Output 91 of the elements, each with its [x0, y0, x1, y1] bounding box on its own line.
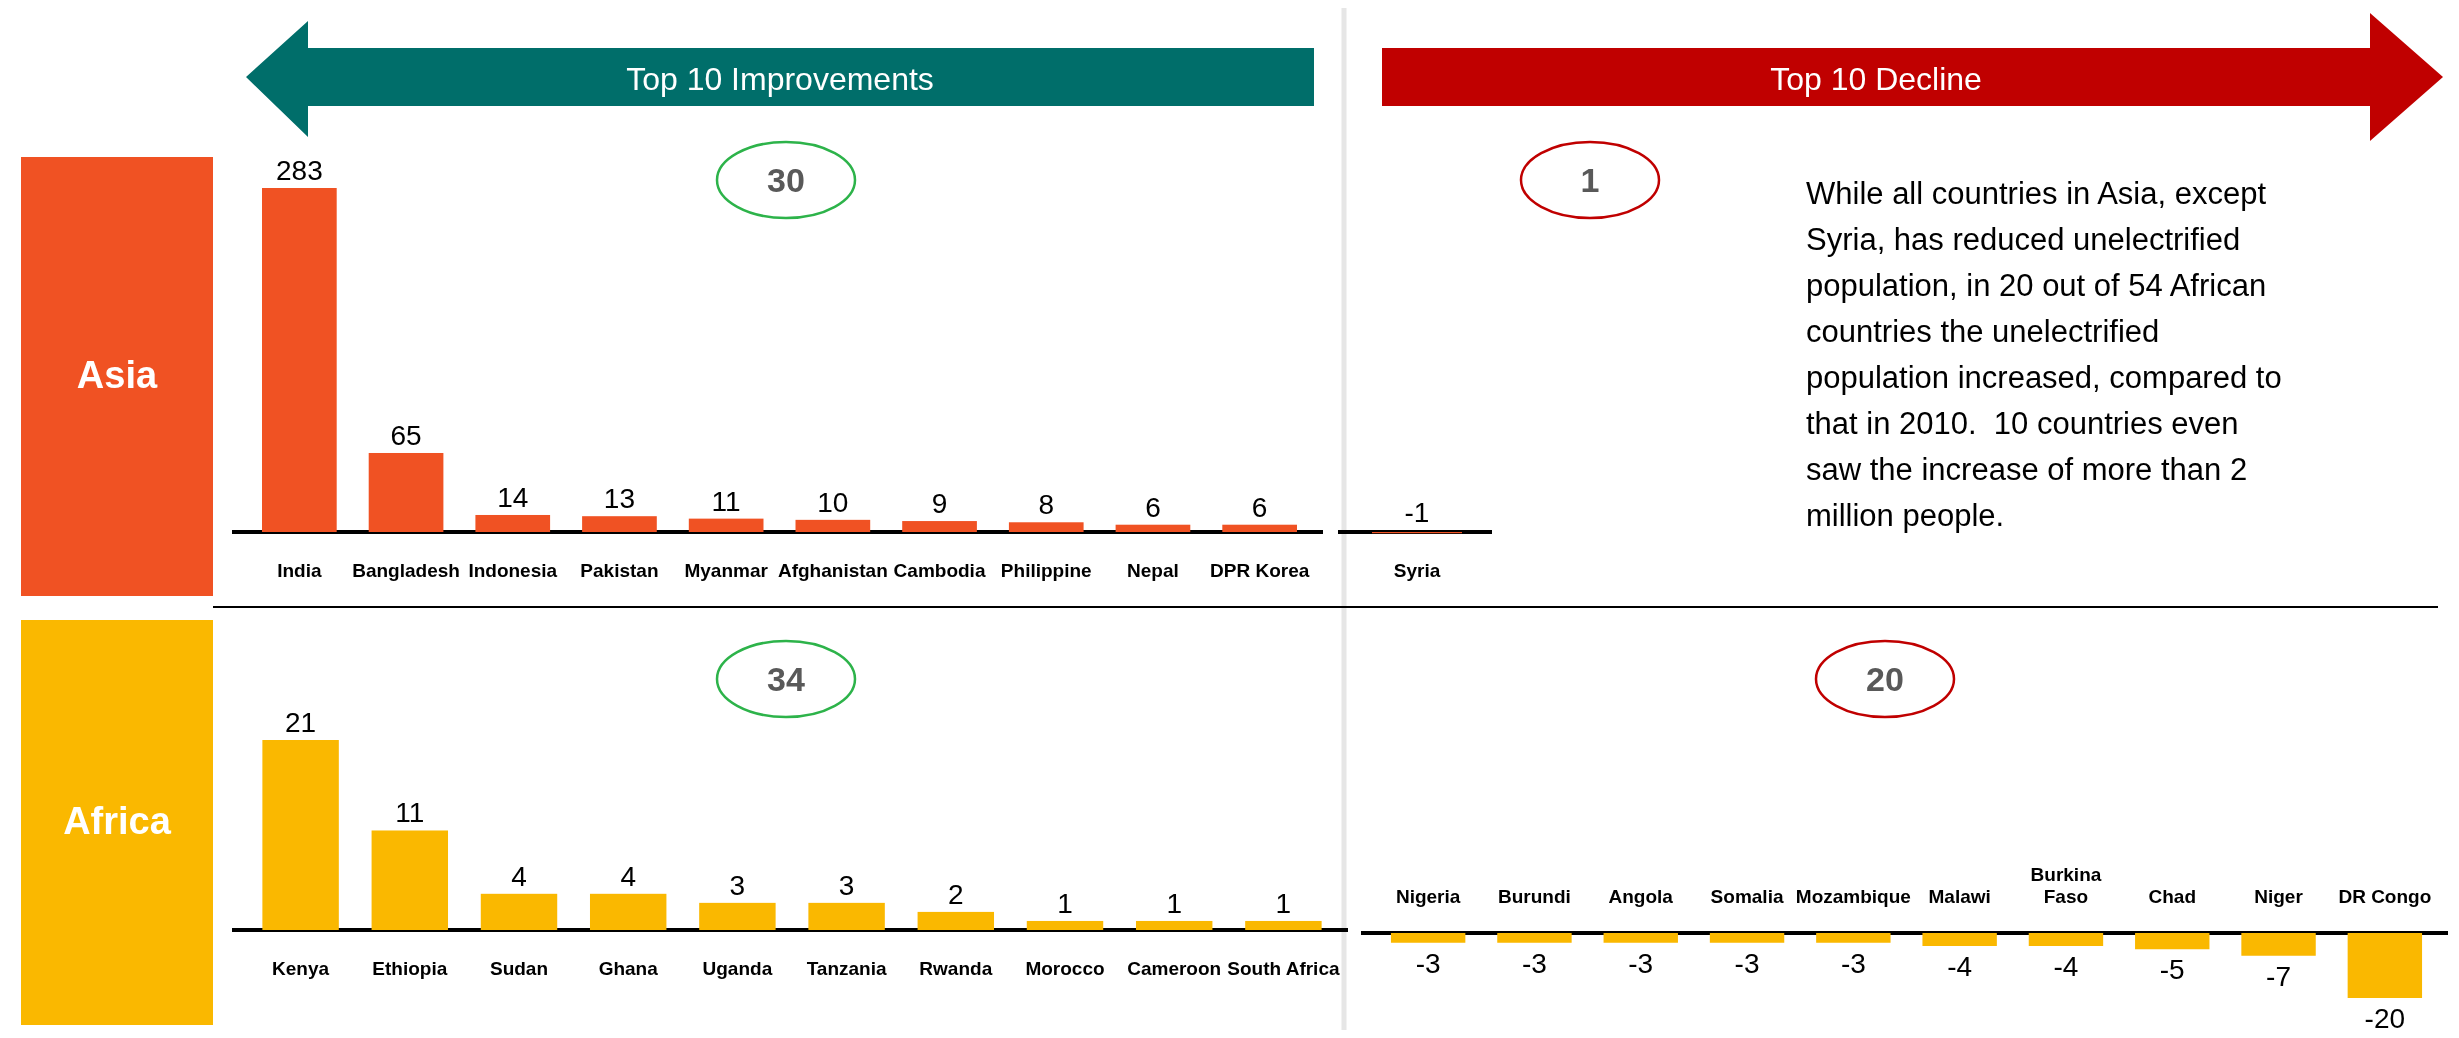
x-tick-label: Mozambique — [1795, 886, 1911, 907]
x-tick-label: Syria — [1393, 560, 1441, 581]
x-tick-label: DPR Korea — [1210, 560, 1310, 581]
data-label: -4 — [1947, 951, 1973, 982]
data-label: -3 — [1522, 947, 1547, 979]
bar — [371, 830, 449, 930]
x-tick-label: Burkina Faso — [2030, 864, 2102, 907]
data-label: 1 — [1275, 887, 1292, 919]
bar — [480, 893, 558, 930]
bar — [262, 740, 339, 930]
data-label: 3 — [838, 869, 855, 901]
x-tick-label: Niger — [2254, 886, 2304, 907]
bar — [1222, 524, 1297, 532]
x-tick-label: Cameroon — [1127, 958, 1222, 979]
data-label: -3 — [1415, 947, 1441, 979]
chart-title: Top 10 Improvements — [626, 61, 934, 97]
data-label: -5 — [2159, 954, 2185, 986]
data-label: 3 — [729, 869, 746, 901]
x-tick-label: Chad — [2148, 886, 2196, 907]
data-label: 1 — [1057, 887, 1073, 919]
x-tick-label: Angola — [1608, 886, 1674, 907]
data-label: -3 — [1734, 947, 1760, 979]
data-label: 14 — [497, 481, 529, 513]
x-tick-label: Afghanistan — [777, 560, 888, 581]
bar — [808, 902, 885, 930]
bar — [262, 188, 337, 532]
data-label: 65 — [390, 419, 422, 451]
data-label: -7 — [2266, 960, 2291, 992]
x-tick-label: DR Congo — [2338, 886, 2432, 907]
x-tick-label: Sudan — [489, 958, 549, 979]
x-tick-label: Morocco — [1025, 958, 1105, 979]
bar — [368, 452, 444, 532]
text: 20 — [1866, 660, 1904, 698]
bar — [699, 902, 776, 930]
annotation: 30 — [767, 161, 805, 199]
x-tick-label: Kenya — [272, 958, 330, 979]
data-label: -1 — [1404, 497, 1430, 528]
bar — [475, 514, 551, 532]
bar — [582, 516, 657, 532]
x-tick-label: India — [277, 560, 322, 581]
data-label: 4 — [511, 860, 527, 892]
bar — [902, 521, 977, 532]
data-label: -20 — [2364, 1003, 2406, 1034]
data-label: 10 — [817, 486, 849, 518]
data-label: 2 — [948, 878, 964, 910]
y-axis-title: Asia — [76, 354, 158, 396]
x-tick-label: Cambodia — [893, 560, 986, 581]
x-tick-label: Malawi — [1928, 886, 1991, 907]
x-tick-label: Nepal — [1127, 560, 1179, 581]
data-label: 6 — [1251, 491, 1268, 523]
x-tick-label: Tanzania — [806, 958, 887, 979]
data-label: 1 — [1166, 887, 1182, 919]
x-tick-label: Burundi — [1498, 886, 1571, 907]
data-label: -3 — [1840, 947, 1866, 979]
data-label: 11 — [711, 485, 741, 517]
x-tick-label: Nigeria — [1395, 886, 1461, 907]
bar — [688, 518, 764, 532]
x-tick-label: Philippine — [1000, 560, 1092, 581]
bar — [1115, 524, 1191, 532]
text: 1 — [1580, 161, 1600, 199]
x-tick-label: Uganda — [702, 958, 773, 979]
text: Top 10 Decline — [1770, 61, 1982, 97]
data-label: 21 — [285, 707, 317, 738]
x-tick-label: Ghana — [598, 958, 659, 979]
data-label: 9 — [931, 488, 948, 520]
data-label: 11 — [395, 797, 425, 829]
bar — [1026, 920, 1104, 930]
data-label: 4 — [620, 860, 636, 892]
bar — [589, 893, 667, 930]
bar — [795, 519, 871, 532]
bar — [1008, 522, 1084, 532]
x-tick-label: Pakistan — [580, 560, 659, 581]
text: While all countries in Asia, except Syria, has reduced unelectrified population, in 20 out of 54 African countries the unelectrified population increased, compared to that in 2010. 10 countries even saw the increase of more than 2 million people. — [1806, 176, 2282, 533]
data-label: 13 — [603, 483, 636, 515]
data-label: 8 — [1038, 489, 1055, 521]
text: 34 — [767, 660, 805, 698]
x-tick-label: Rwanda — [919, 958, 993, 979]
data-label: -4 — [2053, 951, 2079, 982]
x-tick-label: Bangladesh — [352, 560, 460, 581]
y-axis-title: Africa — [63, 800, 172, 842]
x-tick-label: Myanmar — [684, 560, 769, 581]
bar — [1135, 920, 1213, 930]
x-tick-label: Ethiopia — [372, 958, 448, 979]
data-label: 6 — [1145, 491, 1161, 523]
x-tick-label: Indonesia — [468, 560, 558, 581]
x-tick-label: South Africa — [1227, 958, 1340, 979]
x-tick-label: Somalia — [1710, 886, 1784, 907]
bar — [1245, 920, 1322, 930]
bar — [917, 911, 995, 930]
data-label: 283 — [275, 155, 323, 186]
data-label: -3 — [1628, 947, 1654, 979]
